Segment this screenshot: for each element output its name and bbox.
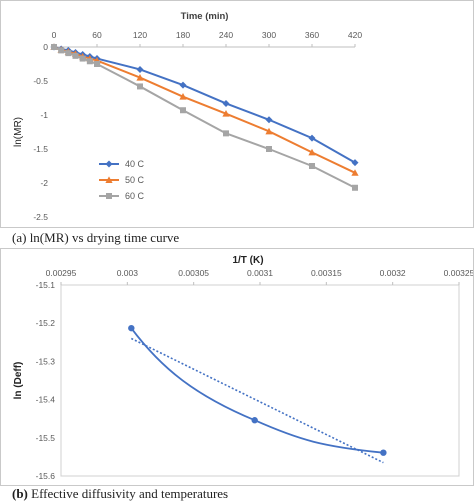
y-tick-label: -2 — [40, 178, 48, 188]
x-tick-label: 180 — [176, 30, 190, 40]
y-axis-title: ln (Deff) — [13, 362, 24, 400]
x-axis-title: Time (min) — [181, 11, 229, 22]
x-tick-label: 0.0031 — [247, 268, 273, 278]
chart-b-panel: 1/T (K) 0.00295 0.003 0.00305 0.0031 0.00315 0… — [0, 248, 474, 486]
x-tick-label: 0 — [52, 30, 57, 40]
data-point — [309, 163, 315, 169]
y-tick-label: 0 — [43, 42, 48, 52]
y-tick-label: -15.3 — [36, 356, 56, 366]
data-point — [136, 74, 144, 81]
data-point — [265, 116, 273, 124]
data-point — [86, 58, 93, 65]
data-point — [308, 134, 316, 142]
legend-marker — [106, 193, 112, 199]
data-point — [136, 65, 144, 73]
y-axis-title: ln(MR) — [13, 117, 24, 147]
data-point — [94, 61, 100, 67]
data-point — [72, 52, 79, 59]
trendline — [130, 337, 384, 464]
y-tick-label: -15.4 — [36, 395, 56, 405]
data-point — [266, 146, 272, 152]
y-tick-label: -15.5 — [36, 433, 56, 443]
y-tick-label: -15.1 — [36, 280, 56, 290]
data-point — [137, 83, 143, 90]
data-point — [65, 50, 72, 57]
data-point — [79, 55, 86, 62]
data-point — [265, 127, 273, 135]
x-tick-label: 0.003 — [117, 268, 139, 278]
x-tick-label: 240 — [219, 30, 233, 40]
legend-marker — [105, 176, 113, 183]
y-tick-label: -15.6 — [36, 471, 56, 481]
x-tick-label: 60 — [92, 30, 102, 40]
data-point — [352, 184, 358, 191]
chart-a-caption: (a) ln(MR) vs drying time curve — [12, 230, 179, 246]
chart-b-caption-text: Effective diffusivity and temperatures — [31, 486, 229, 501]
data-point — [251, 417, 258, 424]
x-tick-label: 300 — [262, 30, 276, 40]
y-tick-label: -1.5 — [33, 144, 48, 154]
data-point — [380, 449, 387, 456]
legend-label: 50 C — [125, 175, 145, 185]
data-point — [222, 99, 230, 107]
data-point — [179, 81, 187, 89]
x-tick-label: 420 — [348, 30, 362, 40]
x-tick-label: 0.00295 — [46, 268, 77, 278]
x-tick-label: 0.00315 — [311, 268, 342, 278]
y-tick-label: -0.5 — [33, 76, 48, 86]
chart-b-svg: 1/T (K) 0.00295 0.003 0.00305 0.0031 0.00315 0… — [13, 255, 474, 481]
data-point — [51, 44, 57, 50]
plot-area-border — [60, 284, 460, 477]
data-point — [128, 324, 135, 332]
x-tick-label: 120 — [133, 30, 147, 40]
legend-marker — [105, 160, 113, 168]
data-point — [58, 47, 65, 54]
series-group — [51, 44, 358, 191]
data-point — [351, 169, 359, 176]
chart-a-caption-text: ln(MR) vs drying time curve — [29, 230, 180, 245]
x-axis-title: 1/T (K) — [232, 255, 263, 266]
chart-b-caption-label: (b) — [12, 486, 28, 501]
data-point — [308, 148, 316, 156]
x-tick-label: 0.00305 — [178, 268, 209, 278]
chart-b-caption: (b) Effective diffusivity and temperatur… — [12, 486, 228, 502]
data-point — [223, 130, 229, 137]
y-tick-label: -1 — [40, 110, 48, 120]
data-point — [222, 110, 230, 117]
chart-a-panel: Time (min) 0 60 120 180 240 300 360 420 0 -0.5 -1 -1… — [0, 0, 474, 228]
data-point — [179, 93, 187, 100]
chart-a-caption-label: (a) — [12, 230, 27, 245]
x-tick-label: 360 — [305, 30, 319, 40]
legend-label: 60 C — [125, 191, 145, 201]
chart-a-svg: Time (min) 0 60 120 180 240 300 360 420 0 -0.5 -1 -1… — [13, 11, 362, 222]
legend-label: 40 C — [125, 159, 145, 169]
data-point — [180, 107, 186, 114]
x-tick-label: 0.00325 — [444, 268, 473, 278]
y-tick-label: -15.2 — [36, 318, 56, 328]
y-tick-label: -2.5 — [33, 212, 48, 222]
data-point — [351, 159, 359, 167]
series-line — [130, 327, 384, 454]
x-tick-label: 0.0032 — [380, 268, 406, 278]
